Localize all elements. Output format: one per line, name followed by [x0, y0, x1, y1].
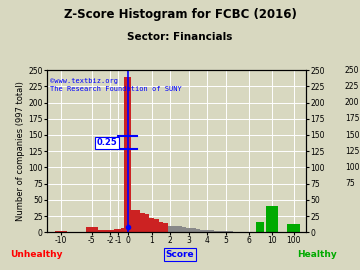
Bar [121, 228, 129, 232]
Bar [224, 231, 228, 232]
Text: Unhealthy: Unhealthy [10, 250, 62, 259]
Bar [135, 210, 140, 232]
Bar [215, 231, 219, 232]
Bar [228, 231, 233, 232]
Bar [145, 214, 149, 232]
Bar [219, 231, 224, 232]
Bar [186, 228, 191, 232]
Text: 0.25: 0.25 [97, 138, 117, 147]
Text: The Research Foundation of SUNY: The Research Foundation of SUNY [50, 86, 182, 92]
Text: 200: 200 [345, 98, 359, 107]
Bar [98, 230, 106, 232]
Text: Score: Score [166, 250, 194, 259]
Text: Sector: Financials: Sector: Financials [127, 32, 233, 42]
Bar [140, 213, 145, 232]
Text: 150: 150 [345, 130, 359, 140]
Bar [131, 210, 135, 232]
Bar [287, 224, 300, 232]
Bar [125, 77, 131, 232]
Bar [172, 226, 177, 232]
Bar [149, 218, 154, 232]
Bar [182, 227, 186, 232]
Bar [210, 230, 215, 232]
Bar [191, 228, 196, 232]
Bar [154, 219, 158, 232]
Text: 75: 75 [345, 179, 355, 188]
Bar [163, 223, 168, 232]
Bar [201, 230, 205, 232]
Y-axis label: Number of companies (997 total): Number of companies (997 total) [16, 81, 25, 221]
Text: 225: 225 [345, 82, 359, 91]
Text: 175: 175 [345, 114, 359, 123]
Text: Healthy: Healthy [297, 250, 337, 259]
Bar [158, 222, 163, 232]
Text: 100: 100 [345, 163, 359, 172]
Text: 125: 125 [345, 147, 359, 156]
Bar [113, 229, 121, 232]
Bar [168, 226, 172, 232]
Bar [106, 230, 113, 232]
Bar [55, 231, 67, 232]
Text: ©www.textbiz.org: ©www.textbiz.org [50, 78, 118, 84]
Bar [177, 226, 182, 232]
Bar [256, 222, 264, 232]
Text: Z-Score Histogram for FCBC (2016): Z-Score Histogram for FCBC (2016) [64, 8, 296, 21]
Bar [205, 230, 210, 232]
Bar [266, 206, 278, 232]
Bar [86, 227, 98, 232]
Bar [196, 229, 201, 232]
Text: 250: 250 [345, 66, 359, 75]
